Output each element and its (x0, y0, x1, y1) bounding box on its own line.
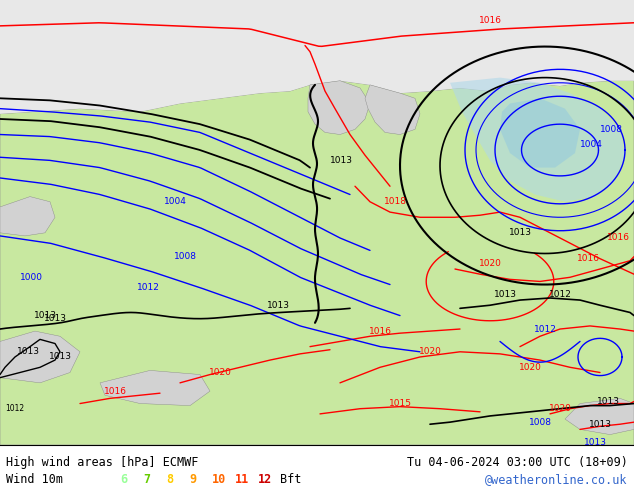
Text: 1012: 1012 (5, 404, 24, 413)
Polygon shape (308, 81, 370, 135)
Polygon shape (565, 398, 634, 435)
Text: 1013: 1013 (48, 352, 72, 362)
Text: 1013: 1013 (330, 156, 353, 165)
Text: 1020: 1020 (418, 347, 441, 356)
Text: 1016: 1016 (577, 254, 600, 263)
Polygon shape (365, 85, 420, 135)
Text: 1020: 1020 (209, 368, 231, 377)
Text: 1016: 1016 (368, 327, 392, 336)
Text: 1020: 1020 (519, 363, 541, 372)
Text: 1013: 1013 (34, 311, 56, 320)
Text: 7: 7 (143, 473, 150, 486)
Polygon shape (450, 77, 625, 202)
Text: 1000: 1000 (20, 273, 43, 282)
Text: Wind 10m: Wind 10m (6, 473, 63, 486)
Text: 1004: 1004 (580, 140, 603, 149)
Text: 1013: 1013 (493, 291, 517, 299)
Text: @weatheronline.co.uk: @weatheronline.co.uk (485, 473, 628, 486)
Polygon shape (100, 370, 210, 406)
Text: 1012: 1012 (136, 283, 159, 292)
Text: 12: 12 (257, 473, 271, 486)
Text: 1016: 1016 (103, 387, 127, 395)
Polygon shape (0, 196, 55, 236)
Text: 11: 11 (235, 473, 249, 486)
Text: 1008: 1008 (529, 417, 552, 427)
Polygon shape (0, 0, 634, 114)
Text: 1020: 1020 (479, 259, 501, 269)
Text: 1013: 1013 (583, 439, 607, 447)
Text: 1012: 1012 (534, 324, 557, 334)
Text: 1004: 1004 (164, 197, 186, 206)
Text: 8: 8 (166, 473, 173, 486)
Text: 1008: 1008 (600, 125, 623, 134)
Polygon shape (0, 81, 634, 445)
Text: 1012: 1012 (548, 291, 571, 299)
Text: 1013: 1013 (44, 314, 67, 323)
Text: 1016: 1016 (607, 233, 630, 243)
Text: 1015: 1015 (389, 399, 411, 408)
Polygon shape (500, 98, 580, 168)
Text: 10: 10 (212, 473, 226, 486)
Text: 1013: 1013 (16, 347, 39, 356)
Text: Bft: Bft (280, 473, 302, 486)
Text: Tu 04-06-2024 03:00 UTC (18+09): Tu 04-06-2024 03:00 UTC (18+09) (407, 456, 628, 469)
Text: 6: 6 (120, 473, 127, 486)
Text: 1013: 1013 (588, 420, 612, 429)
Text: 1018: 1018 (384, 197, 406, 206)
Text: 1013: 1013 (508, 228, 531, 237)
Text: 1008: 1008 (174, 252, 197, 261)
Text: 1013: 1013 (266, 301, 290, 310)
Text: 9: 9 (189, 473, 196, 486)
Text: 1013: 1013 (597, 397, 620, 406)
Text: 1020: 1020 (548, 404, 571, 413)
Text: High wind areas [hPa] ECMWF: High wind areas [hPa] ECMWF (6, 456, 198, 469)
Text: 1016: 1016 (479, 16, 501, 25)
Polygon shape (0, 331, 80, 383)
